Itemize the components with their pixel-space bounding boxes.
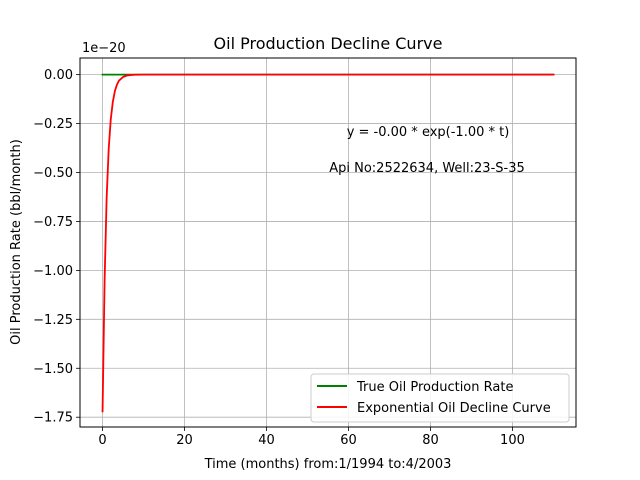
- y-axis-label: Oil Production Rate (bbl/month): [9, 139, 24, 345]
- x-tick-label: 80: [422, 433, 439, 448]
- chart-title: Oil Production Decline Curve: [214, 34, 443, 53]
- x-tick-label: 0: [98, 433, 106, 448]
- y-tick-label: −1.00: [33, 264, 73, 279]
- x-tick-label: 20: [176, 433, 193, 448]
- legend-box: [310, 373, 570, 423]
- y-axis-offset-text: 1e−20: [82, 41, 126, 56]
- y-tick-label: −1.50: [33, 362, 73, 377]
- exponential-decline-line: [101, 73, 555, 413]
- x-tick-label: 60: [340, 433, 357, 448]
- axis-ticks: 0 20 40 60 80 100 0.00 −0.25 −0.50 −0.75 −1.00 −1.2…: [33, 68, 525, 448]
- well-info-annotation: Api No:2522634, Well:23-S-35: [329, 161, 525, 176]
- legend-label-exponential-curve: Exponential Oil Decline Curve: [357, 401, 551, 416]
- y-tick-label: −1.25: [33, 313, 73, 328]
- y-tick-label: −0.75: [33, 215, 73, 230]
- legend: True Oil Production Rate Exponential Oil…: [310, 373, 570, 423]
- y-tick-label: 0.00: [44, 68, 73, 83]
- y-tick-label: −1.75: [33, 411, 73, 426]
- legend-label-true-rate: True Oil Production Rate: [356, 380, 513, 395]
- x-tick-label: 100: [500, 433, 525, 448]
- plot-lines: [101, 73, 555, 413]
- x-tick-label: 40: [258, 433, 275, 448]
- y-tick-label: −0.50: [33, 166, 73, 181]
- x-axis-label: Time (months) from:1/1994 to:4/2003: [204, 457, 452, 472]
- y-tick-label: −0.25: [33, 117, 73, 132]
- plot-area-frame: [79, 57, 577, 428]
- equation-annotation: y = -0.00 * exp(-1.00 * t): [347, 125, 510, 140]
